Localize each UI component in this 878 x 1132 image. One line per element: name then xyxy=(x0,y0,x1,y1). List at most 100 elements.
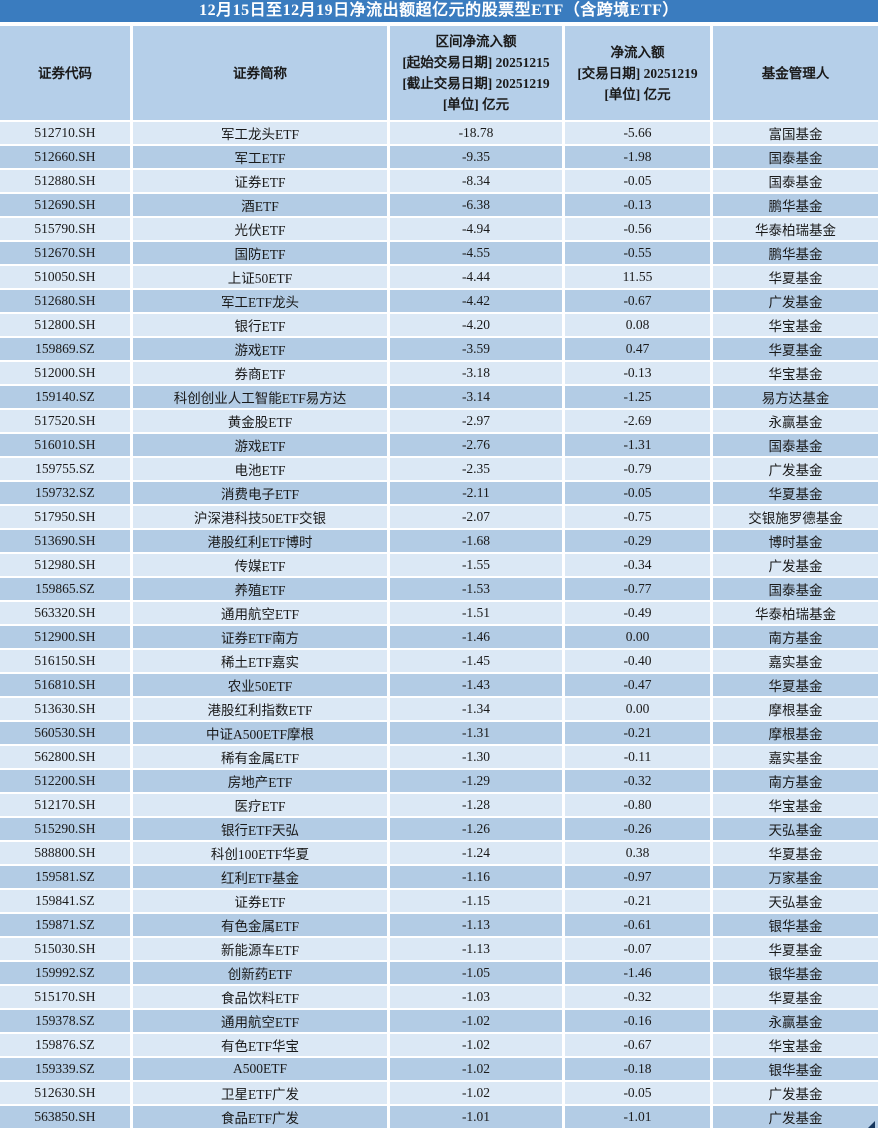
cell-fund-manager[interactable]: 华宝基金 xyxy=(713,1034,878,1058)
cell-security-name[interactable]: 有色金属ETF xyxy=(133,914,390,938)
cell-interval-net-flow[interactable]: -1.24 xyxy=(390,842,565,866)
cell-security-name[interactable]: 稀有金属ETF xyxy=(133,746,390,770)
cell-interval-net-flow[interactable]: -8.34 xyxy=(390,170,565,194)
cell-security-name[interactable]: 中证A500ETF摩根 xyxy=(133,722,390,746)
cell-security-name[interactable]: 游戏ETF xyxy=(133,434,390,458)
cell-daily-net-flow[interactable]: -0.13 xyxy=(565,194,713,218)
cell-daily-net-flow[interactable]: -0.18 xyxy=(565,1058,713,1082)
cell-interval-net-flow[interactable]: -2.97 xyxy=(390,410,565,434)
cell-security-name[interactable]: 军工ETF xyxy=(133,146,390,170)
cell-fund-manager[interactable]: 鹏华基金 xyxy=(713,194,878,218)
header-code[interactable]: 证券代码 xyxy=(0,26,133,122)
cell-interval-net-flow[interactable]: -2.76 xyxy=(390,434,565,458)
cell-fund-manager[interactable]: 永赢基金 xyxy=(713,410,878,434)
cell-daily-net-flow[interactable]: 0.00 xyxy=(565,626,713,650)
cell-daily-net-flow[interactable]: -0.67 xyxy=(565,290,713,314)
cell-fund-manager[interactable]: 永赢基金 xyxy=(713,1010,878,1034)
cell-security-name[interactable]: 养殖ETF xyxy=(133,578,390,602)
cell-daily-net-flow[interactable]: -0.21 xyxy=(565,890,713,914)
cell-interval-net-flow[interactable]: -1.51 xyxy=(390,602,565,626)
cell-interval-net-flow[interactable]: -2.07 xyxy=(390,506,565,530)
cell-security-name[interactable]: 红利ETF基金 xyxy=(133,866,390,890)
cell-security-name[interactable]: 通用航空ETF xyxy=(133,1010,390,1034)
cell-interval-net-flow[interactable]: -4.94 xyxy=(390,218,565,242)
cell-interval-net-flow[interactable]: -6.38 xyxy=(390,194,565,218)
cell-security-code[interactable]: 512710.SH xyxy=(0,122,133,146)
cell-interval-net-flow[interactable]: -1.45 xyxy=(390,650,565,674)
cell-security-name[interactable]: 银行ETF xyxy=(133,314,390,338)
cell-interval-net-flow[interactable]: -1.15 xyxy=(390,890,565,914)
cell-interval-net-flow[interactable]: -4.20 xyxy=(390,314,565,338)
cell-security-code[interactable]: 560530.SH xyxy=(0,722,133,746)
cell-interval-net-flow[interactable]: -1.34 xyxy=(390,698,565,722)
cell-fund-manager[interactable]: 华夏基金 xyxy=(713,482,878,506)
cell-security-code[interactable]: 512670.SH xyxy=(0,242,133,266)
cell-security-code[interactable]: 159378.SZ xyxy=(0,1010,133,1034)
cell-daily-net-flow[interactable]: 0.08 xyxy=(565,314,713,338)
cell-security-name[interactable]: 上证50ETF xyxy=(133,266,390,290)
cell-interval-net-flow[interactable]: -9.35 xyxy=(390,146,565,170)
cell-security-code[interactable]: 513690.SH xyxy=(0,530,133,554)
cell-security-name[interactable]: 食品ETF广发 xyxy=(133,1106,390,1130)
cell-interval-net-flow[interactable]: -1.55 xyxy=(390,554,565,578)
cell-interval-net-flow[interactable]: -4.55 xyxy=(390,242,565,266)
cell-daily-net-flow[interactable]: -0.75 xyxy=(565,506,713,530)
cell-fund-manager[interactable]: 银华基金 xyxy=(713,1058,878,1082)
cell-security-name[interactable]: 光伏ETF xyxy=(133,218,390,242)
cell-security-code[interactable]: 563850.SH xyxy=(0,1106,133,1130)
cell-daily-net-flow[interactable]: -5.66 xyxy=(565,122,713,146)
cell-security-name[interactable]: 黄金股ETF xyxy=(133,410,390,434)
cell-interval-net-flow[interactable]: -1.13 xyxy=(390,914,565,938)
cell-security-code[interactable]: 512900.SH xyxy=(0,626,133,650)
cell-fund-manager[interactable]: 华夏基金 xyxy=(713,266,878,290)
cell-fund-manager[interactable]: 华宝基金 xyxy=(713,794,878,818)
cell-interval-net-flow[interactable]: -1.29 xyxy=(390,770,565,794)
cell-security-code[interactable]: 516010.SH xyxy=(0,434,133,458)
cell-security-code[interactable]: 517520.SH xyxy=(0,410,133,434)
cell-fund-manager[interactable]: 鹏华基金 xyxy=(713,242,878,266)
cell-daily-net-flow[interactable]: -0.67 xyxy=(565,1034,713,1058)
cell-interval-net-flow[interactable]: -1.02 xyxy=(390,1010,565,1034)
cell-interval-net-flow[interactable]: -1.01 xyxy=(390,1106,565,1130)
cell-fund-manager[interactable]: 国泰基金 xyxy=(713,146,878,170)
cell-interval-net-flow[interactable]: -3.18 xyxy=(390,362,565,386)
cell-fund-manager[interactable]: 华宝基金 xyxy=(713,314,878,338)
cell-security-name[interactable]: 证券ETF xyxy=(133,890,390,914)
cell-interval-net-flow[interactable]: -1.13 xyxy=(390,938,565,962)
cell-interval-net-flow[interactable]: -1.28 xyxy=(390,794,565,818)
cell-security-name[interactable]: 卫星ETF广发 xyxy=(133,1082,390,1106)
cell-security-code[interactable]: 512170.SH xyxy=(0,794,133,818)
cell-daily-net-flow[interactable]: -0.05 xyxy=(565,482,713,506)
cell-security-code[interactable]: 512200.SH xyxy=(0,770,133,794)
cell-interval-net-flow[interactable]: -4.44 xyxy=(390,266,565,290)
header-interval-flow[interactable]: 区间净流入额 [起始交易日期] 20251215 [截止交易日期] 202512… xyxy=(390,26,565,122)
cell-fund-manager[interactable]: 万家基金 xyxy=(713,866,878,890)
cell-interval-net-flow[interactable]: -3.14 xyxy=(390,386,565,410)
cell-daily-net-flow[interactable]: -1.98 xyxy=(565,146,713,170)
cell-interval-net-flow[interactable]: -1.68 xyxy=(390,530,565,554)
cell-interval-net-flow[interactable]: -2.11 xyxy=(390,482,565,506)
cell-interval-net-flow[interactable]: -1.43 xyxy=(390,674,565,698)
cell-security-code[interactable]: 159581.SZ xyxy=(0,866,133,890)
cell-fund-manager[interactable]: 广发基金 xyxy=(713,554,878,578)
cell-security-code[interactable]: 512000.SH xyxy=(0,362,133,386)
cell-fund-manager[interactable]: 摩根基金 xyxy=(713,698,878,722)
cell-fund-manager[interactable]: 华夏基金 xyxy=(713,938,878,962)
cell-security-name[interactable]: 电池ETF xyxy=(133,458,390,482)
cell-security-name[interactable]: 酒ETF xyxy=(133,194,390,218)
cell-interval-net-flow[interactable]: -1.26 xyxy=(390,818,565,842)
cell-daily-net-flow[interactable]: -0.07 xyxy=(565,938,713,962)
cell-interval-net-flow[interactable]: -1.53 xyxy=(390,578,565,602)
cell-interval-net-flow[interactable]: -1.31 xyxy=(390,722,565,746)
cell-daily-net-flow[interactable]: 0.38 xyxy=(565,842,713,866)
cell-security-code[interactable]: 159871.SZ xyxy=(0,914,133,938)
cell-daily-net-flow[interactable]: -0.21 xyxy=(565,722,713,746)
cell-security-name[interactable]: 沪深港科技50ETF交银 xyxy=(133,506,390,530)
cell-daily-net-flow[interactable]: -1.25 xyxy=(565,386,713,410)
cell-security-name[interactable]: 传媒ETF xyxy=(133,554,390,578)
cell-daily-net-flow[interactable]: -1.46 xyxy=(565,962,713,986)
cell-interval-net-flow[interactable]: -4.42 xyxy=(390,290,565,314)
cell-daily-net-flow[interactable]: 11.55 xyxy=(565,266,713,290)
cell-daily-net-flow[interactable]: 0.00 xyxy=(565,698,713,722)
cell-daily-net-flow[interactable]: -0.40 xyxy=(565,650,713,674)
